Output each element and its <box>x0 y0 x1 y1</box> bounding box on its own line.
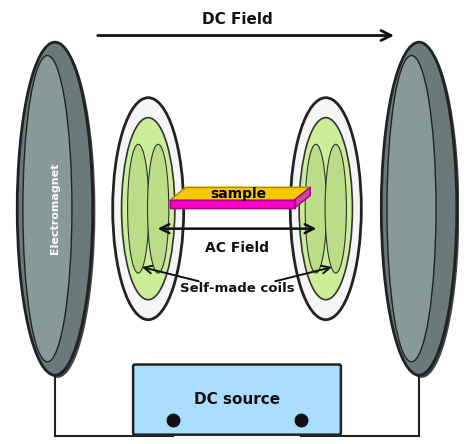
Ellipse shape <box>17 42 93 375</box>
FancyBboxPatch shape <box>133 365 341 435</box>
Polygon shape <box>170 200 295 208</box>
Ellipse shape <box>305 144 327 273</box>
Ellipse shape <box>20 45 95 378</box>
Ellipse shape <box>299 118 353 300</box>
Polygon shape <box>170 187 310 200</box>
Polygon shape <box>295 187 310 208</box>
Ellipse shape <box>23 56 72 362</box>
Text: DC source: DC source <box>194 392 280 407</box>
Ellipse shape <box>384 45 459 378</box>
Text: Self-made coils: Self-made coils <box>180 282 294 295</box>
Ellipse shape <box>290 98 361 320</box>
Text: AC Field: AC Field <box>205 241 269 255</box>
Ellipse shape <box>113 98 184 320</box>
Ellipse shape <box>128 144 149 273</box>
Text: sample: sample <box>211 186 267 201</box>
Ellipse shape <box>387 56 436 362</box>
Ellipse shape <box>147 144 169 273</box>
Ellipse shape <box>381 42 457 375</box>
Text: Electromagnet: Electromagnet <box>50 163 60 254</box>
Text: DC Field: DC Field <box>201 12 273 28</box>
Ellipse shape <box>325 144 346 273</box>
Ellipse shape <box>121 118 175 300</box>
